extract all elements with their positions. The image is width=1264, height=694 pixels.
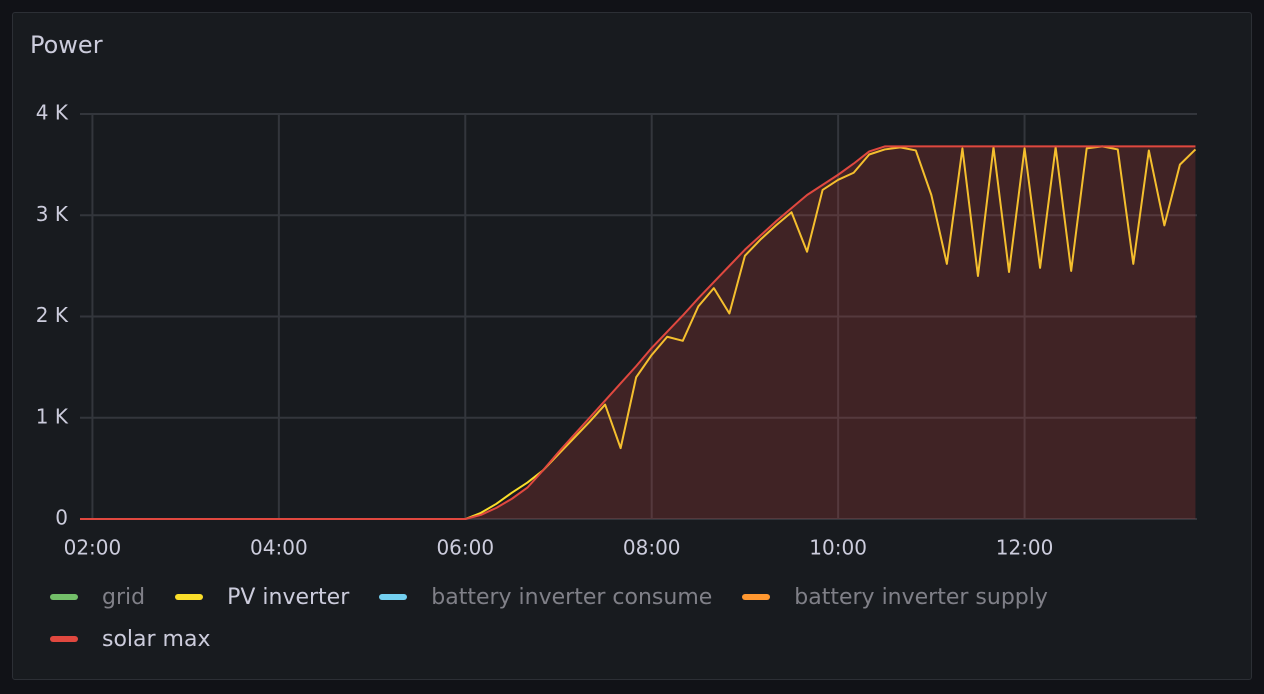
legend-swatch: [50, 636, 78, 642]
legend-label: grid: [102, 584, 146, 610]
legend-swatch: [175, 594, 204, 600]
panel: [12, 12, 1252, 680]
legend-item[interactable]: PV inverter: [175, 582, 349, 612]
area: [80, 146, 1196, 519]
legend-item[interactable]: battery inverter supply: [742, 582, 1048, 612]
y-tick-label: 0: [55, 506, 68, 530]
legend-swatch: [379, 594, 408, 600]
x-tick-label: 08:00: [623, 536, 681, 560]
chart-title: Power: [30, 31, 103, 59]
legend-swatch: [742, 594, 771, 600]
legend-label: battery inverter supply: [794, 584, 1048, 610]
legend-label: PV inverter: [227, 584, 350, 610]
legend-swatch: [50, 594, 78, 600]
legend-label: solar max: [102, 626, 211, 652]
y-tick-label: 2 K: [36, 303, 69, 327]
x-tick-label: 10:00: [809, 536, 867, 560]
x-tick-label: 04:00: [250, 536, 308, 560]
x-tick-label: 06:00: [436, 536, 494, 560]
legend-item[interactable]: solar max: [50, 624, 211, 654]
y-tick-label: 3 K: [36, 202, 69, 226]
x-tick-label: 02:00: [64, 536, 122, 560]
y-tick-label: 1 K: [36, 404, 69, 428]
legend-item[interactable]: battery inverter consume: [379, 582, 712, 612]
series-line: [80, 145, 1196, 520]
y-tick-label: 4 K: [36, 101, 69, 125]
legend: grid PV inverter battery inverter consume b…: [50, 582, 1150, 654]
legend-label: battery inverter consume: [431, 584, 713, 610]
series-line: [80, 145, 1197, 520]
legend-item[interactable]: grid: [50, 582, 145, 612]
x-tick-label: 12:00: [996, 536, 1054, 560]
